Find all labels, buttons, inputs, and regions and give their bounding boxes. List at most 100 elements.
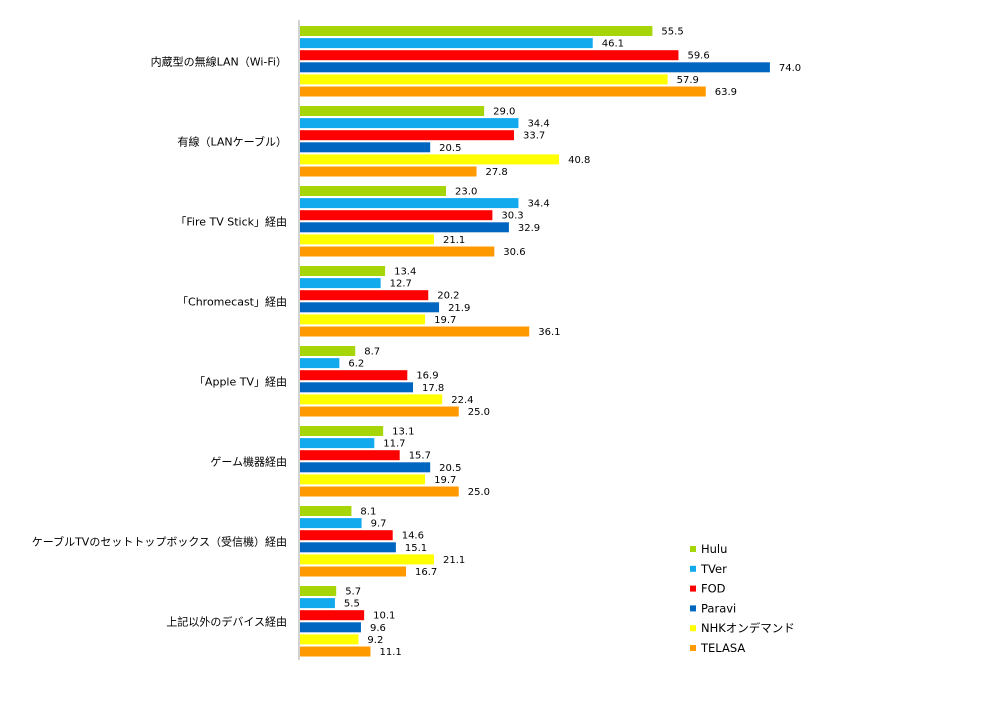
bar-Paravi-1 xyxy=(300,142,431,153)
bar-FOD-1 xyxy=(300,130,514,141)
bar-Hulu-2 xyxy=(300,186,447,196)
legend-swatch-Paravi xyxy=(690,605,696,612)
bar-Paravi-0 xyxy=(300,62,770,73)
bar-Hulu-7 xyxy=(300,586,337,596)
bar-TVer-7 xyxy=(300,598,335,609)
bar-TVer-2 xyxy=(300,198,519,209)
category-label-1: 有線（LANケーブル） xyxy=(178,134,287,148)
data-label-TELASA-7: 11.1 xyxy=(379,647,401,658)
data-label-NHKオンデマンド-3: 19.7 xyxy=(434,315,456,326)
data-label-Hulu-5: 13.1 xyxy=(392,427,414,438)
category-label-5: ゲーム機器経由 xyxy=(210,454,287,468)
category-label-3: 「Chromecast」経由 xyxy=(177,294,287,308)
bar-TELASA-1 xyxy=(300,166,477,177)
bar-NHKオンデマンド-3 xyxy=(300,314,426,325)
bar-TVer-3 xyxy=(300,278,381,289)
data-label-FOD-6: 14.6 xyxy=(402,531,424,542)
bar-TELASA-0 xyxy=(300,86,706,97)
bar-NHKオンデマンド-6 xyxy=(300,554,434,565)
bar-NHKオンデマンド-4 xyxy=(300,394,443,405)
data-label-NHKオンデマンド-5: 19.7 xyxy=(434,475,456,486)
bar-NHKオンデマンド-5 xyxy=(300,474,426,485)
bar-TELASA-2 xyxy=(300,246,495,257)
data-label-TELASA-5: 25.0 xyxy=(468,487,490,498)
legend-label-FOD: FOD xyxy=(701,582,726,596)
data-label-Hulu-0: 55.5 xyxy=(661,27,683,38)
bar-NHKオンデマンド-7 xyxy=(300,634,359,645)
bar-Paravi-3 xyxy=(300,302,440,313)
data-label-Hulu-7: 5.7 xyxy=(345,587,361,598)
category-label-7: 上記以外のデバイス経由 xyxy=(166,614,287,628)
legend-label-NHKオンデマンド: NHKオンデマンド xyxy=(701,621,795,635)
bar-FOD-4 xyxy=(300,370,408,381)
data-label-Paravi-7: 9.6 xyxy=(370,623,386,634)
bar-TVer-6 xyxy=(300,518,362,529)
legend-swatch-TELASA xyxy=(690,645,696,651)
legend-swatch-TVer xyxy=(690,565,696,572)
data-label-TVer-4: 6.2 xyxy=(348,359,364,370)
category-labels-layer: 内蔵型の無線LAN（Wi-Fi） 有線（LANケーブル） 「Fire TV Stic… xyxy=(32,54,287,628)
data-label-FOD-5: 15.7 xyxy=(409,451,431,462)
data-label-FOD-0: 59.6 xyxy=(687,51,709,62)
data-label-TVer-5: 11.7 xyxy=(383,439,405,450)
bar-TELASA-6 xyxy=(300,566,407,577)
legend-swatch-NHKオンデマンド xyxy=(690,625,696,632)
bar-TVer-1 xyxy=(300,118,519,129)
data-label-NHKオンデマンド-6: 21.1 xyxy=(443,555,465,566)
bar-FOD-0 xyxy=(300,50,679,61)
bar-TVer-0 xyxy=(300,38,593,49)
data-label-NHKオンデマンド-1: 40.8 xyxy=(568,155,590,166)
bar-TELASA-3 xyxy=(300,326,530,337)
data-label-NHKオンデマンド-0: 57.9 xyxy=(677,75,699,86)
data-label-TVer-0: 46.1 xyxy=(602,39,624,50)
data-label-TELASA-1: 27.8 xyxy=(486,167,508,178)
category-label-0: 内蔵型の無線LAN（Wi-Fi） xyxy=(151,54,287,68)
bar-NHKオンデマンド-2 xyxy=(300,234,434,245)
data-label-Hulu-3: 13.4 xyxy=(394,267,416,278)
data-label-FOD-2: 30.3 xyxy=(501,211,523,222)
bar-Hulu-3 xyxy=(300,266,386,276)
bar-Paravi-2 xyxy=(300,222,509,233)
data-label-Hulu-6: 8.1 xyxy=(360,507,376,518)
value-labels-layer: 55.546.159.674.057.963.929.034.433.720.5… xyxy=(344,27,801,659)
bar-Paravi-6 xyxy=(300,542,396,553)
data-label-TELASA-2: 30.6 xyxy=(503,247,525,258)
data-label-Hulu-1: 29.0 xyxy=(493,107,515,118)
legend-label-Paravi: Paravi xyxy=(701,601,736,615)
data-label-FOD-7: 10.1 xyxy=(373,611,395,622)
data-label-Hulu-4: 8.7 xyxy=(364,347,380,358)
legend-label-TELASA: TELASA xyxy=(700,641,745,655)
category-label-2: 「Fire TV Stick」経由 xyxy=(175,214,287,228)
bar-TELASA-4 xyxy=(300,406,459,417)
data-label-FOD-3: 20.2 xyxy=(437,291,459,302)
data-label-Paravi-2: 32.9 xyxy=(518,223,540,234)
data-label-Paravi-6: 15.1 xyxy=(405,543,427,554)
data-label-TVer-1: 34.4 xyxy=(527,119,549,130)
data-label-FOD-1: 33.7 xyxy=(523,131,545,142)
data-label-NHKオンデマンド-7: 9.2 xyxy=(367,635,383,646)
legend-swatch-Hulu xyxy=(690,546,696,552)
data-label-TVer-7: 5.5 xyxy=(344,599,360,610)
data-label-TELASA-3: 36.1 xyxy=(538,327,560,338)
bar-Paravi-5 xyxy=(300,462,431,473)
category-label-4: 「Apple TV」経由 xyxy=(194,374,287,388)
bar-Hulu-1 xyxy=(300,106,485,116)
category-label-6: ケーブルTVのセットトップボックス（受信機）経由 xyxy=(32,534,287,548)
bar-Hulu-6 xyxy=(300,506,352,516)
data-label-NHKオンデマンド-2: 21.1 xyxy=(443,235,465,246)
bar-Hulu-0 xyxy=(300,26,653,36)
bar-FOD-3 xyxy=(300,290,429,301)
data-label-TVer-3: 12.7 xyxy=(390,279,412,290)
bar-NHKオンデマンド-0 xyxy=(300,74,668,85)
data-label-Paravi-3: 21.9 xyxy=(448,303,470,314)
data-label-TELASA-0: 63.9 xyxy=(715,87,737,98)
data-label-TELASA-4: 25.0 xyxy=(468,407,490,418)
bar-Hulu-4 xyxy=(300,346,356,356)
legend: Hulu TVer FOD Paravi NHKオンデマンド TELASA xyxy=(690,542,795,655)
bar-TVer-4 xyxy=(300,358,340,369)
data-label-Paravi-4: 17.8 xyxy=(422,383,444,394)
bar-TELASA-5 xyxy=(300,486,459,497)
bars-layer xyxy=(300,26,770,657)
legend-label-TVer: TVer xyxy=(700,562,727,576)
